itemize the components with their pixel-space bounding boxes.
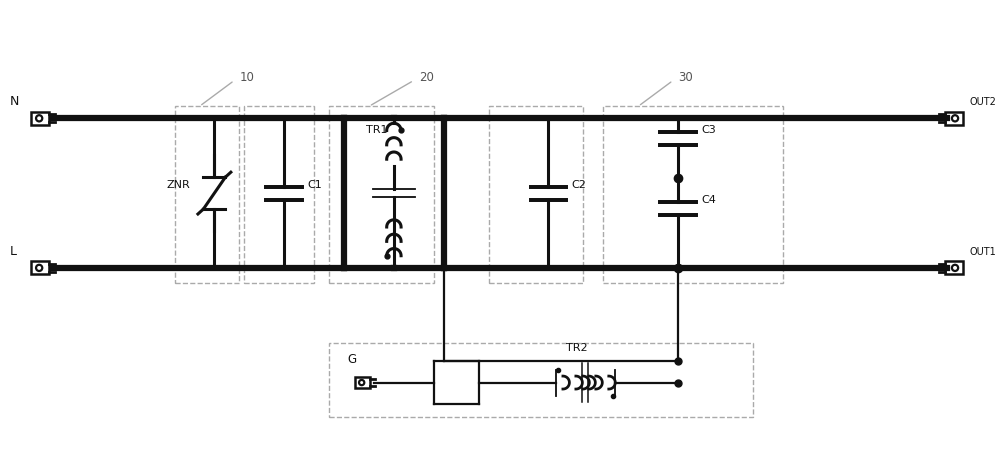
Bar — [244, 106, 314, 283]
Bar — [175, 106, 239, 283]
Bar — [329, 342, 753, 418]
Bar — [31, 261, 49, 275]
Text: 20: 20 — [419, 72, 434, 84]
Text: OUT2: OUT2 — [969, 97, 996, 107]
Bar — [329, 106, 434, 283]
Text: L: L — [10, 245, 17, 258]
Text: TR1: TR1 — [366, 125, 387, 135]
Bar — [603, 106, 783, 283]
Text: 30: 30 — [678, 72, 693, 84]
Text: C1: C1 — [307, 180, 322, 190]
Text: 10: 10 — [239, 72, 254, 84]
Bar — [355, 377, 370, 388]
Text: TR2: TR2 — [566, 342, 588, 352]
Bar — [31, 112, 49, 125]
Text: C4: C4 — [701, 195, 716, 205]
Text: N: N — [10, 95, 19, 108]
Text: C2: C2 — [571, 180, 586, 190]
Bar — [489, 106, 583, 283]
Bar — [945, 261, 963, 275]
Text: G: G — [347, 352, 356, 366]
Text: OUT1: OUT1 — [969, 247, 996, 257]
Text: ZNR: ZNR — [167, 180, 190, 190]
Text: C3: C3 — [701, 125, 716, 135]
Bar — [945, 112, 963, 125]
